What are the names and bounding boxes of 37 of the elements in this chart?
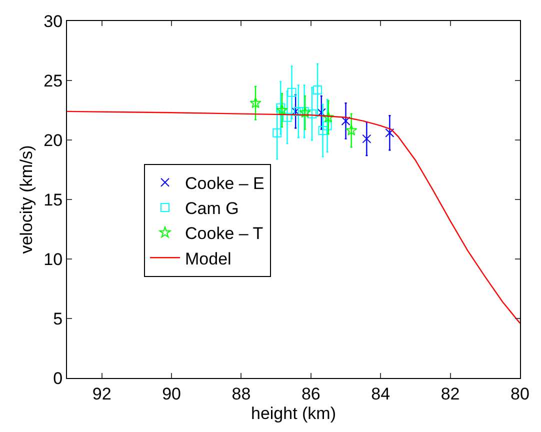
- point: [282, 112, 292, 122]
- y-tick-label: 30: [44, 12, 63, 31]
- x-tick-label: 84: [371, 384, 390, 404]
- y-tick-label: 25: [44, 71, 63, 90]
- point: [276, 103, 286, 112]
- point: [276, 104, 288, 116]
- point: [291, 106, 300, 116]
- point: [322, 111, 334, 122]
- x-tick-label: 86: [301, 384, 320, 404]
- point: [272, 128, 282, 138]
- legend-label: Cooke – T: [185, 224, 264, 244]
- point: [287, 88, 296, 97]
- point: [318, 126, 328, 135]
- y-tick-label: 10: [44, 250, 63, 269]
- point: [294, 106, 303, 116]
- point: [313, 86, 322, 95]
- legend-label: Model: [185, 249, 232, 268]
- x-tick-label: 90: [162, 384, 181, 404]
- x-axis-title: height (km): [250, 404, 336, 423]
- y-tick-label: 0: [53, 368, 63, 388]
- point: [341, 116, 350, 126]
- y-axis-title: velocity (km/s): [17, 145, 36, 254]
- point: [346, 124, 358, 136]
- point: [307, 109, 316, 118]
- y-tick-label: 20: [44, 130, 63, 150]
- x-tick-label: 92: [92, 384, 112, 404]
- point: [362, 134, 372, 144]
- legend-label: Cam G: [185, 199, 239, 218]
- point: [250, 97, 262, 108]
- y-tick-label: 5: [53, 309, 63, 328]
- y-tick-label: 15: [44, 190, 63, 210]
- point: [322, 121, 332, 130]
- legend-label: Cooke – E: [185, 174, 264, 193]
- x-tick-label: 80: [510, 384, 530, 404]
- x-tick-label: 82: [440, 384, 460, 404]
- point: [385, 128, 394, 138]
- x-tick-label: 88: [232, 384, 251, 404]
